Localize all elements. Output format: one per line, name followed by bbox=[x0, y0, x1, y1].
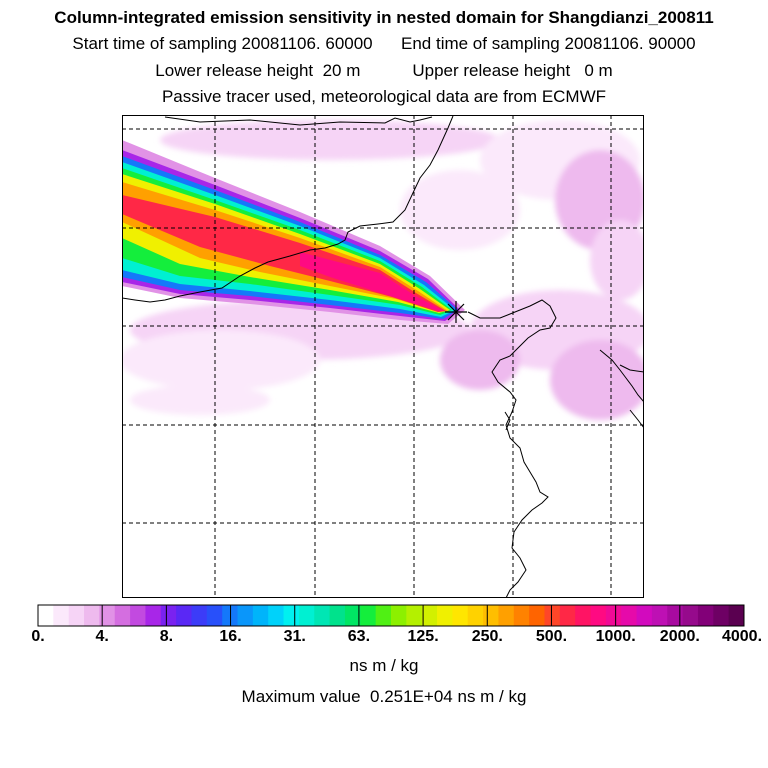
max-value-label: Maximum value bbox=[241, 687, 361, 706]
colorbar-cell bbox=[130, 605, 146, 626]
colorbar-cell bbox=[575, 605, 592, 626]
start-time-value: 20081106. 60000 bbox=[241, 34, 373, 53]
colorbar-cell bbox=[360, 605, 377, 626]
colorbar-cell bbox=[176, 605, 192, 626]
colorbar-cell bbox=[651, 605, 668, 626]
colorbar-cell bbox=[268, 605, 285, 626]
colorbar-cell bbox=[38, 605, 54, 626]
sampling-times: Start time of sampling 20081106. 60000 E… bbox=[0, 34, 768, 54]
colorbar-cell bbox=[559, 605, 576, 626]
release-site-marker bbox=[445, 301, 467, 323]
colorbar-cell bbox=[483, 605, 499, 626]
colorbar-tick-label: 1000. bbox=[595, 628, 636, 645]
colorbar-cell bbox=[314, 605, 331, 626]
lower-height-value: 20 m bbox=[322, 61, 361, 80]
colorbar-cell bbox=[191, 605, 208, 626]
colorbar-tick-label: 250. bbox=[471, 628, 503, 645]
colorbar-tick-label: 4000. bbox=[721, 628, 763, 645]
colorbar-tick-label: 63. bbox=[347, 628, 371, 645]
colorbar-cell bbox=[544, 605, 561, 626]
colorbar-cell bbox=[621, 605, 638, 626]
colorbar-tick-label: 4. bbox=[95, 628, 109, 645]
colorbar-cell bbox=[529, 605, 545, 626]
colorbar-cell bbox=[406, 605, 423, 626]
colorbar-cell bbox=[99, 605, 116, 626]
colorbar-tick-label: 8. bbox=[159, 628, 174, 645]
maximum-value: Maximum value 0.251E+04 ns m / kg bbox=[0, 687, 768, 707]
colorbar-cell bbox=[667, 605, 684, 626]
colorbar-cell bbox=[344, 605, 361, 626]
max-value-units: ns m / kg bbox=[457, 687, 527, 706]
coastlines bbox=[122, 115, 644, 598]
start-time-label: Start time of sampling bbox=[72, 34, 237, 53]
max-value-number: 0.251E+04 bbox=[370, 687, 453, 706]
lower-height-label: Lower release height bbox=[155, 61, 314, 80]
colorbar-cell bbox=[713, 605, 730, 626]
colorbar-cell bbox=[590, 605, 607, 626]
end-time-value: 20081106. 90000 bbox=[564, 34, 696, 53]
colorbar-cell bbox=[437, 605, 453, 626]
colorbar-cell bbox=[252, 605, 269, 626]
colorbar-cell bbox=[697, 605, 714, 626]
colorbar-cell bbox=[53, 605, 70, 626]
colorbar-cell bbox=[467, 605, 484, 626]
map-frame bbox=[122, 115, 644, 598]
lat-lon-grid bbox=[122, 115, 644, 598]
colorbar-units: ns m / kg bbox=[349, 656, 419, 675]
colorbar-cell bbox=[114, 605, 131, 626]
colorbar-cell bbox=[498, 605, 515, 626]
colorbar-cell bbox=[421, 605, 438, 626]
colorbar-cell bbox=[452, 605, 469, 626]
colorbar-cell bbox=[84, 605, 100, 626]
colorbar-cell bbox=[682, 605, 699, 626]
plume-band-magenta bbox=[300, 252, 444, 311]
upper-height-value: 0 m bbox=[584, 61, 613, 80]
colorbar-cell bbox=[636, 605, 653, 626]
colorbar-cell bbox=[298, 605, 315, 626]
release-heights: Lower release height 20 m Upper release … bbox=[0, 61, 768, 81]
colorbar-cell bbox=[206, 605, 223, 626]
colorbar-cell bbox=[605, 605, 622, 626]
colorbar-tick-labels: 0. 4. 8. 16. 31. 63. 125. 250. 500. 1000. 2000. 400… bbox=[0, 628, 768, 650]
colorbar-tick-label: 31. bbox=[283, 628, 306, 645]
background-sensitivity-field bbox=[122, 120, 644, 420]
end-time-label: End time of sampling bbox=[401, 34, 560, 53]
colorbar-cell bbox=[145, 605, 162, 626]
colorbar-cell bbox=[728, 605, 745, 626]
map-title: Column-integrated emission sensitivity i… bbox=[54, 8, 714, 27]
colorbar-cell bbox=[391, 605, 407, 626]
colorbar-cell bbox=[237, 605, 254, 626]
colorbar-tick-label: 0. bbox=[31, 628, 45, 645]
sensitivity-plume bbox=[122, 140, 465, 324]
upper-height-label: Upper release height bbox=[412, 61, 571, 80]
colorbar-tick-label: 500. bbox=[535, 628, 568, 645]
colorbar-tick-label: 16. bbox=[219, 628, 242, 645]
colorbar-tick-label: 2000. bbox=[659, 628, 700, 645]
colorbar-tick-label: 125. bbox=[407, 628, 439, 645]
colorbar-cell bbox=[329, 605, 346, 626]
colorbar-cell bbox=[160, 605, 177, 626]
colorbar-cell bbox=[283, 605, 300, 626]
tracer-note: Passive tracer used, meteorological data… bbox=[161, 87, 607, 106]
colorbar-cell bbox=[375, 605, 392, 626]
colorbar-cell bbox=[513, 605, 530, 626]
colorbar-cell bbox=[68, 605, 85, 626]
